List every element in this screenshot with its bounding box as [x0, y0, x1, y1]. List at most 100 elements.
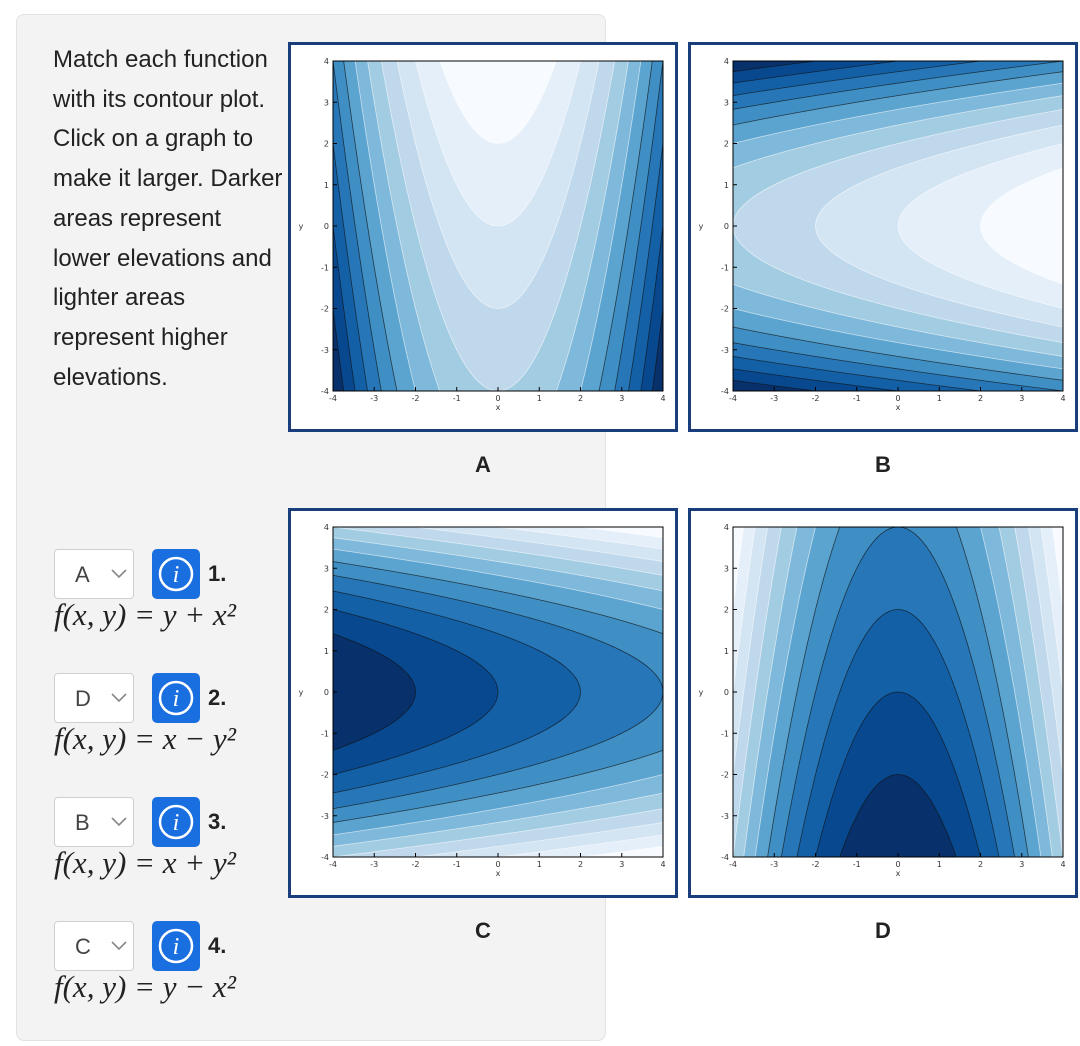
x-tick-label: -4 — [729, 394, 737, 403]
dropdown-value: A — [75, 562, 90, 587]
dropdown[interactable]: D — [54, 673, 134, 723]
formula: f(x, y) = y − x² — [54, 969, 236, 1004]
y-tick-label: -4 — [321, 853, 329, 862]
band — [333, 527, 663, 857]
x-tick-label: -2 — [412, 860, 420, 869]
y-tick-label: 1 — [324, 647, 329, 656]
y-tick-label: 4 — [724, 523, 729, 532]
contour-line — [333, 590, 581, 794]
dropdown-value: D — [75, 686, 91, 711]
dropdown[interactable]: A — [54, 549, 134, 599]
contour-line — [815, 691, 981, 857]
contour-line — [333, 609, 499, 775]
contour-line — [343, 61, 653, 391]
contour-line — [333, 548, 663, 836]
contour-line — [367, 61, 629, 391]
x-tick-label: 2 — [578, 860, 583, 869]
item-number: 4. — [208, 933, 227, 958]
plot-frame[interactable]: -4 -4 -3 -3 -2 -2 -1 -1 0 0 1 1 2 2 3 3 4 4 x y — [688, 508, 1078, 898]
item-number: 2. — [208, 685, 227, 710]
x-tick-label: 3 — [619, 394, 624, 403]
x-tick-label: -2 — [412, 394, 420, 403]
x-tick-label: 0 — [495, 860, 500, 869]
y-tick-label: 3 — [324, 564, 329, 573]
x-tick-label: 1 — [537, 860, 542, 869]
svg-text:i: i — [173, 686, 180, 712]
contours — [333, 61, 663, 391]
info-button[interactable]: i — [152, 673, 200, 723]
x-tick-label: -1 — [853, 394, 861, 403]
x-tick-label: 3 — [1019, 394, 1024, 403]
contour-line — [333, 633, 416, 751]
info-icon: i — [158, 928, 194, 964]
contour-line — [980, 167, 1063, 285]
y-axis-label: y — [299, 222, 304, 231]
y-tick-label: 0 — [324, 688, 329, 697]
contour-plot: -4-4 -3 -3 -2 -2 -1 -1 0 0 1 1 2 2 3 3 4 4 x y — [299, 57, 666, 412]
svg-text:i: i — [173, 562, 180, 588]
y-tick-label: 4 — [724, 57, 729, 66]
contour-line — [415, 61, 581, 227]
x-tick-label: -4 — [729, 860, 737, 869]
plot-label: D — [875, 918, 891, 943]
x-tick-label: -4 — [329, 860, 337, 869]
x-tick-label: 0 — [495, 394, 500, 403]
y-tick-label: 3 — [724, 564, 729, 573]
y-tick-label: -2 — [321, 771, 329, 780]
x-tick-label: 4 — [1060, 860, 1065, 869]
chevron-icon — [111, 941, 127, 951]
contour-line — [333, 537, 663, 847]
x-tick-label: 1 — [537, 394, 542, 403]
band — [980, 167, 1063, 285]
info-button[interactable]: i — [152, 921, 200, 971]
band — [733, 527, 1063, 857]
x-tick-label: -1 — [853, 860, 861, 869]
plot-frame[interactable]: -4 -4 -3 -3 -2 -2 -1 -1 0 0 1 1 2 2 3 3 4 4 x y — [288, 42, 678, 432]
svg-text:i: i — [173, 934, 180, 960]
formula: f(x, y) = x + y² — [54, 845, 236, 880]
contour-plot: -4-4 -3 -3 -2 -2 -1 -1 0 0 1 1 2 2 3 3 4 4 x y — [699, 57, 1066, 412]
plot-frame[interactable]: -4 -4 -3 -3 -2 -2 -1 -1 0 0 1 1 2 2 3 3 4 4 x y — [688, 42, 1078, 432]
plot-label: A — [475, 452, 491, 477]
y-tick-label: -1 — [721, 263, 729, 272]
instructions: Match each function with its contour plo… — [53, 46, 283, 391]
x-tick-label: 0 — [895, 860, 900, 869]
chevron-icon — [111, 693, 127, 703]
y-tick-label: -1 — [321, 263, 329, 272]
svg-text:i: i — [173, 810, 180, 836]
info-button[interactable]: i — [152, 549, 200, 599]
contour-line — [839, 774, 957, 857]
x-tick-label: 2 — [978, 394, 983, 403]
x-axis-label: x — [496, 403, 501, 412]
contour-line — [897, 143, 1063, 309]
contour-line — [733, 95, 1063, 357]
y-tick-label: 2 — [724, 140, 729, 149]
contour-line — [815, 124, 1063, 328]
contour-line — [333, 574, 663, 810]
x-tick-label: 3 — [1019, 860, 1024, 869]
dropdown[interactable]: C — [54, 921, 134, 971]
x-tick-label: -3 — [370, 860, 378, 869]
contour-line — [780, 527, 1016, 857]
contour-line — [354, 61, 642, 391]
x-tick-label: -3 — [370, 394, 378, 403]
x-tick-label: -3 — [770, 860, 778, 869]
y-tick-label: -1 — [721, 729, 729, 738]
dropdown[interactable]: B — [54, 797, 134, 847]
contour-plot: -4-4 -3 -3 -2 -2 -1 -1 0 0 1 1 2 2 3 3 4 4 x y — [299, 523, 666, 878]
y-tick-label: -2 — [321, 305, 329, 314]
x-tick-label: 2 — [978, 860, 983, 869]
chevron-icon — [111, 817, 127, 827]
info-icon: i — [158, 680, 194, 716]
plot-frame[interactable]: -4 -4 -3 -3 -2 -2 -1 -1 0 0 1 1 2 2 3 3 4 4 x y — [288, 508, 678, 898]
y-tick-label: -3 — [721, 346, 729, 355]
x-tick-label: 0 — [895, 394, 900, 403]
y-tick-label: -3 — [321, 812, 329, 821]
x-tick-label: 4 — [660, 860, 665, 869]
y-tick-label: -2 — [721, 305, 729, 314]
info-button[interactable]: i — [152, 797, 200, 847]
contours — [333, 527, 663, 857]
